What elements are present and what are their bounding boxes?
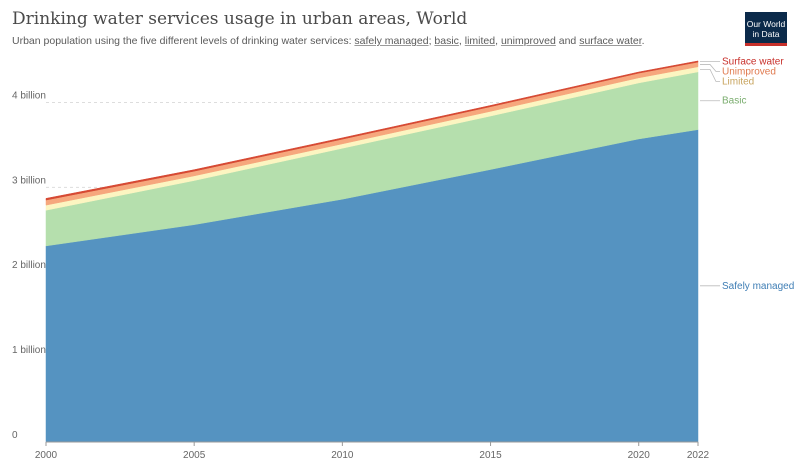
x-tick-label: 2010 <box>331 450 354 461</box>
series-label-surface-water[interactable]: Surface water <box>722 57 784 68</box>
x-tick-label: 2015 <box>479 450 502 461</box>
label-connector <box>700 64 720 72</box>
subtitle-prefix: Urban population using the five differen… <box>12 35 355 47</box>
y-axis: 0 1 billion 2 billion 3 billion 4 billion <box>12 90 46 441</box>
logo-line-1: Our World <box>746 19 786 29</box>
x-tick-label: 2000 <box>35 450 58 461</box>
subtitle-sep: , <box>458 35 465 47</box>
series-label-basic[interactable]: Basic <box>722 96 746 107</box>
label-connector <box>700 68 720 82</box>
series-label-unimproved[interactable]: Unimproved <box>722 67 776 78</box>
subtitle-link-unimproved[interactable]: unimproved <box>500 35 556 47</box>
x-tick-label: 2022 <box>687 450 710 461</box>
chart-subtitle: Urban population using the five differen… <box>12 35 645 47</box>
x-tick-label: 2020 <box>628 450 651 461</box>
y-tick-label: 2 billion <box>12 260 46 271</box>
logo-line-2: in Data <box>752 29 780 39</box>
subtitle-link-surface-water[interactable]: surface water <box>579 35 642 47</box>
subtitle-sep: . <box>641 35 645 47</box>
subtitle-link-safely-managed[interactable]: safely managed <box>354 35 429 47</box>
subtitle-sep: and <box>555 35 580 47</box>
area-surface-water[interactable] <box>45 60 699 201</box>
series-label-safely-managed[interactable]: Safely managed <box>722 281 794 292</box>
subtitle-link-limited[interactable]: limited <box>464 35 496 47</box>
y-tick-label: 4 billion <box>12 90 46 101</box>
logo-accent-bar <box>745 43 787 46</box>
subtitle-sep: , <box>495 35 501 47</box>
subtitle-link-basic[interactable]: basic <box>434 35 459 47</box>
series-label-limited[interactable]: Limited <box>722 77 754 88</box>
owid-logo[interactable]: Our World in Data <box>745 12 787 46</box>
y-tick-label: 1 billion <box>12 345 46 356</box>
y-tick-label: 0 <box>12 430 18 441</box>
y-tick-label: 3 billion <box>12 175 46 186</box>
subtitle-sep: ; <box>428 35 435 47</box>
area-layers <box>45 60 699 443</box>
x-tick-label: 2005 <box>183 450 206 461</box>
chart-title: Drinking water services usage in urban a… <box>12 9 468 29</box>
x-axis: 2000 2005 2010 2015 2020 2022 <box>35 441 710 461</box>
